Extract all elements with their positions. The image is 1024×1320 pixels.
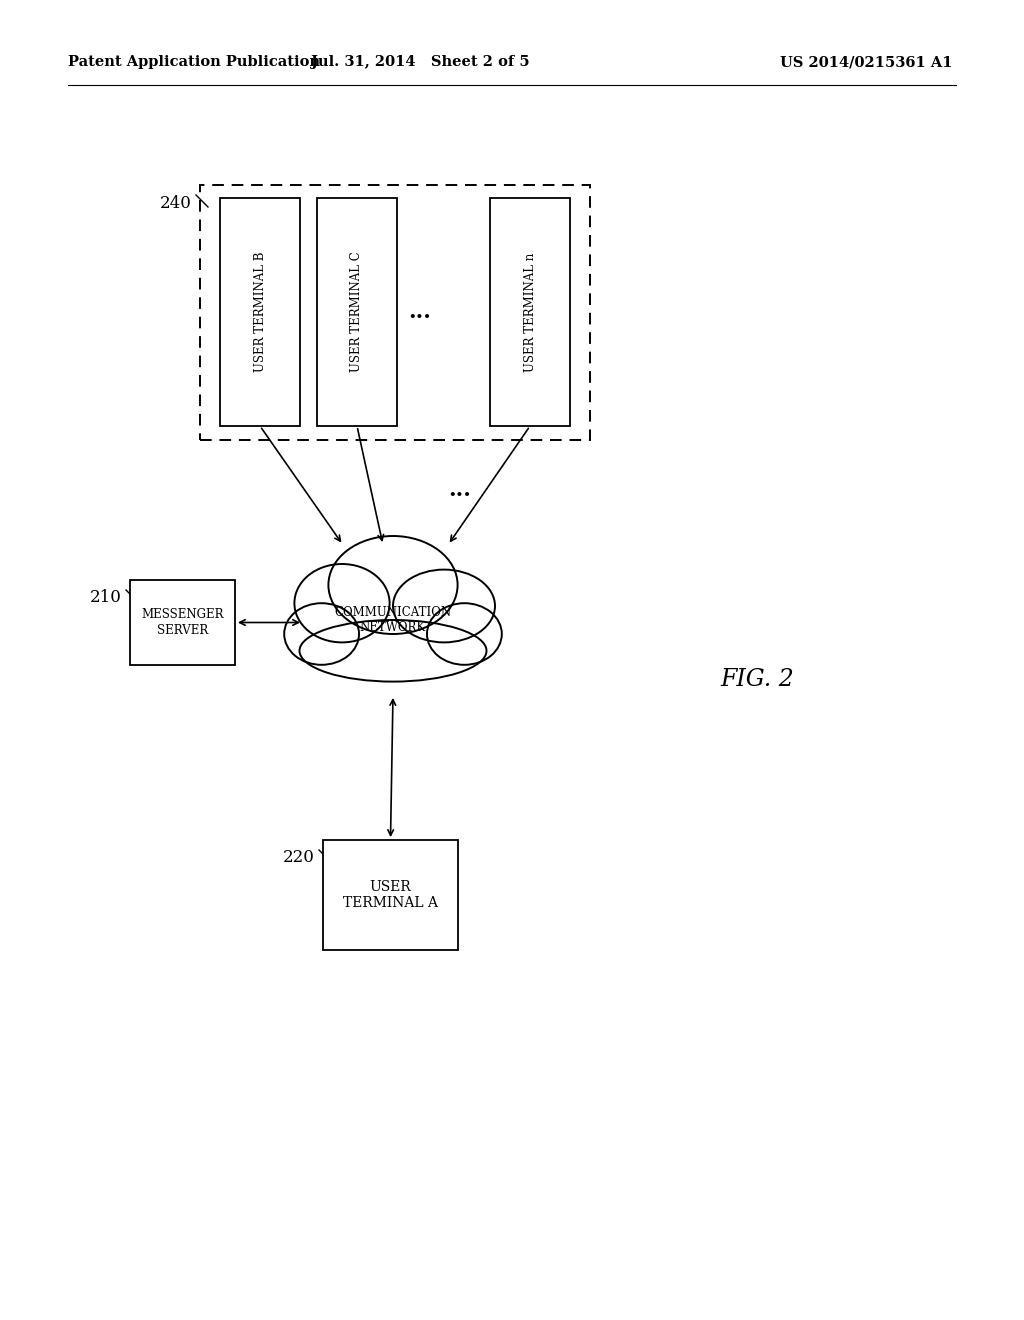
Text: Patent Application Publication: Patent Application Publication bbox=[68, 55, 319, 69]
Text: USER TERMINAL n: USER TERMINAL n bbox=[523, 252, 537, 372]
Text: ...: ... bbox=[449, 479, 471, 502]
Text: COMMUNICATION
NETWORK: COMMUNICATION NETWORK bbox=[335, 606, 452, 634]
Ellipse shape bbox=[295, 564, 389, 643]
Ellipse shape bbox=[393, 570, 495, 643]
Bar bbox=[323, 840, 458, 950]
Text: 210: 210 bbox=[90, 590, 122, 606]
Text: US 2014/0215361 A1: US 2014/0215361 A1 bbox=[780, 55, 952, 69]
Text: 220: 220 bbox=[283, 850, 315, 866]
Text: USER TERMINAL B: USER TERMINAL B bbox=[254, 252, 266, 372]
Text: ...: ... bbox=[409, 301, 431, 323]
Ellipse shape bbox=[285, 603, 359, 665]
Text: 230: 230 bbox=[340, 572, 372, 589]
Text: USER
TERMINAL A: USER TERMINAL A bbox=[343, 880, 438, 909]
Ellipse shape bbox=[299, 620, 486, 681]
Text: 240: 240 bbox=[160, 194, 193, 211]
Ellipse shape bbox=[427, 603, 502, 665]
Ellipse shape bbox=[329, 536, 458, 634]
Bar bbox=[130, 579, 234, 665]
Text: FIG. 2: FIG. 2 bbox=[720, 668, 794, 692]
Text: USER TERMINAL C: USER TERMINAL C bbox=[350, 252, 364, 372]
Bar bbox=[200, 185, 590, 440]
Bar bbox=[220, 198, 300, 426]
Bar bbox=[317, 198, 397, 426]
Text: Jul. 31, 2014   Sheet 2 of 5: Jul. 31, 2014 Sheet 2 of 5 bbox=[310, 55, 529, 69]
Bar bbox=[490, 198, 570, 426]
Text: MESSENGER
SERVER: MESSENGER SERVER bbox=[141, 609, 224, 636]
